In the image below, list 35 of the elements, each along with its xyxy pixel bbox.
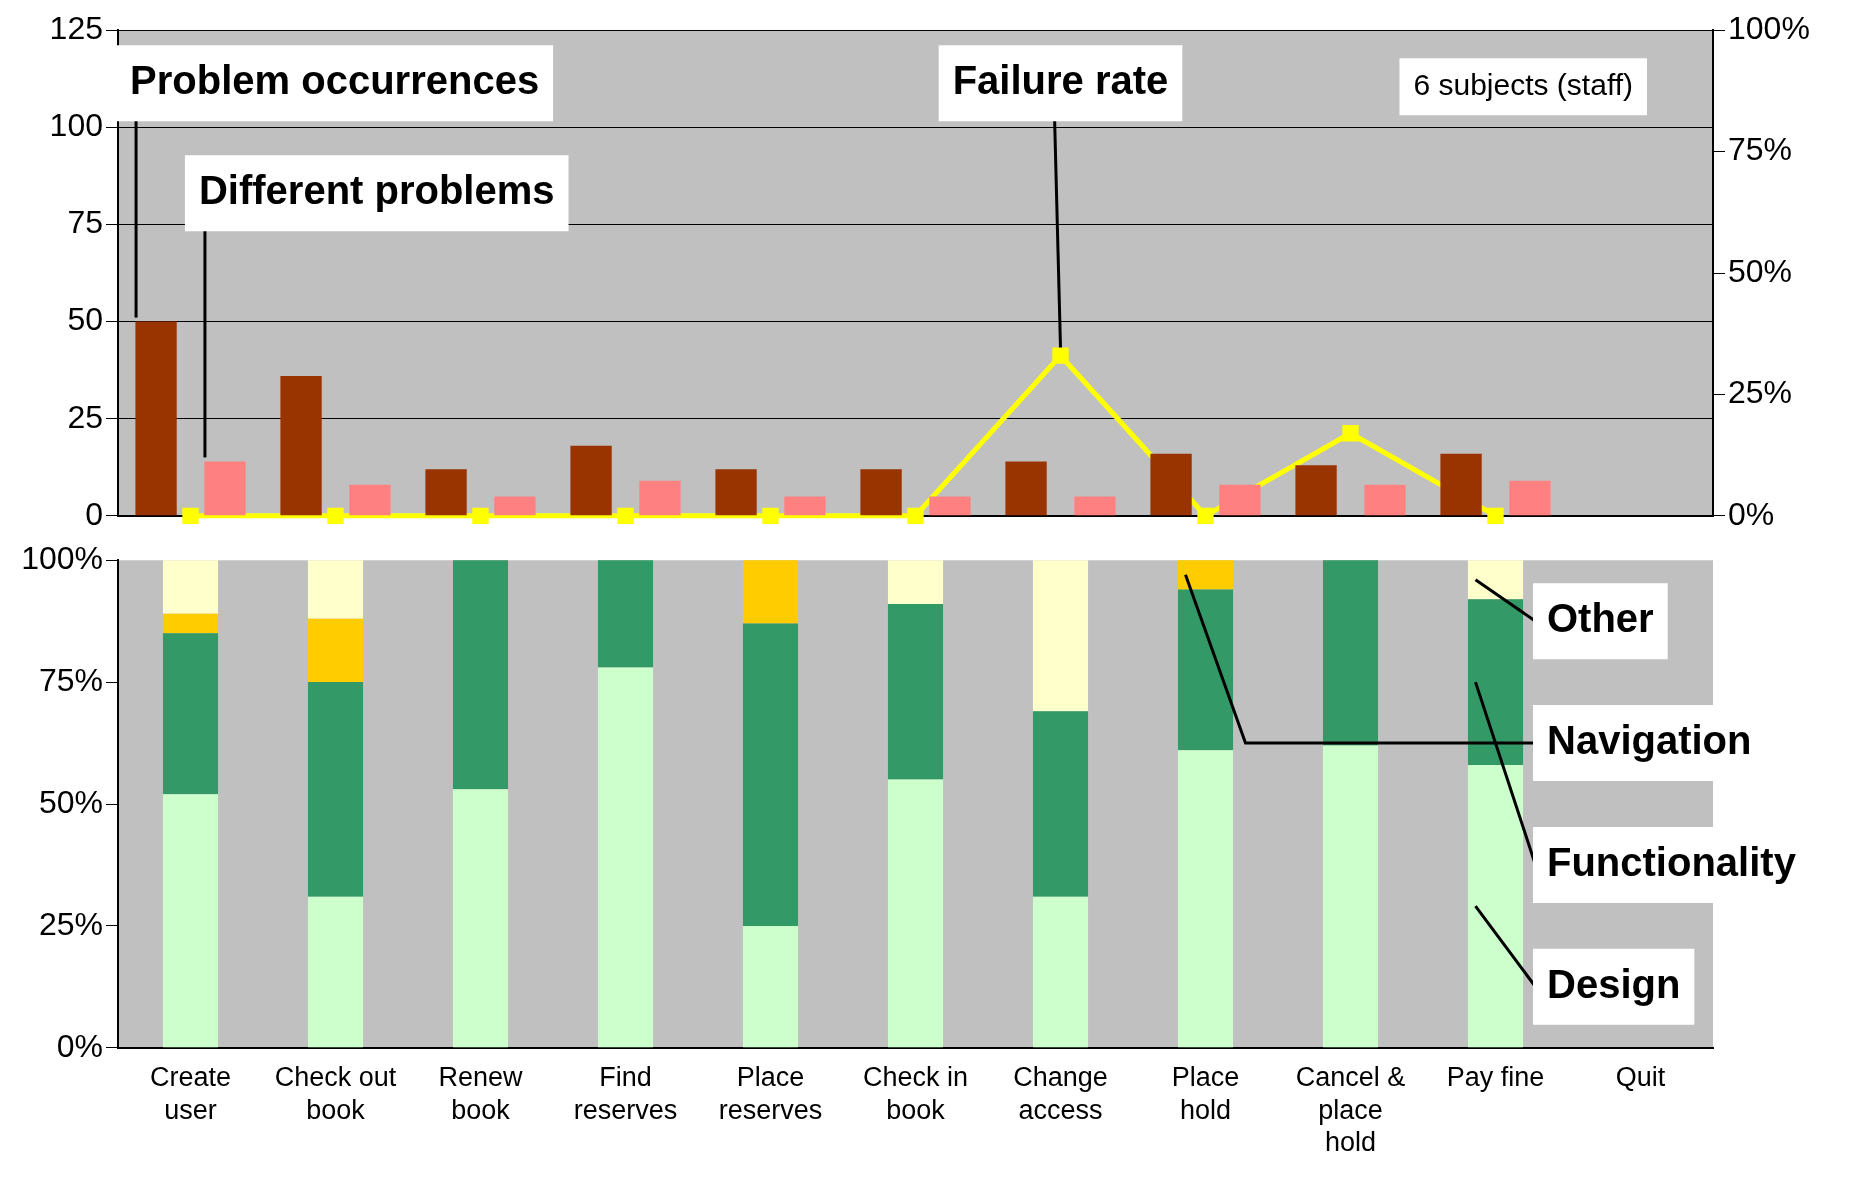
y-tick-label: 125 xyxy=(49,10,103,47)
x-tick-label: Check in book xyxy=(862,1062,969,1125)
y2-tick-label: 0% xyxy=(1728,495,1775,532)
text: Failure rate xyxy=(952,58,1169,103)
x-tick-label: Find reserves xyxy=(573,1062,678,1125)
y-tick-label: 50% xyxy=(38,783,103,820)
x-tick-label: Place hold xyxy=(1171,1062,1240,1125)
x-tick-label: Check out book xyxy=(274,1062,397,1125)
annotation: 6 subjects (staff) xyxy=(1413,67,1634,101)
y2-tick-label: 25% xyxy=(1728,374,1793,411)
x-tick-label: Pay fine xyxy=(1446,1062,1545,1093)
y-tick-label: 25 xyxy=(67,398,103,435)
y-tick-label: 0% xyxy=(56,1027,103,1064)
x-tick-label: Cancel & place hold xyxy=(1295,1062,1406,1158)
series-label: Other xyxy=(1547,596,1654,641)
text: Different problems xyxy=(198,168,555,213)
y-tick-label: 100% xyxy=(21,540,103,577)
y-tick-label: 75% xyxy=(38,661,103,698)
x-tick-label: Quit xyxy=(1615,1062,1666,1093)
y2-tick-label: 50% xyxy=(1728,252,1793,289)
x-tick-label: Create user xyxy=(149,1062,232,1125)
x-tick-label: Place reserves xyxy=(718,1062,823,1125)
y2-tick-label: 100% xyxy=(1728,10,1810,47)
y2-tick-label: 75% xyxy=(1728,131,1793,168)
series-label: Design xyxy=(1547,961,1681,1006)
y-tick-label: 100 xyxy=(49,107,103,144)
y-tick-label: 75 xyxy=(67,204,103,241)
series-label: Functionality xyxy=(1547,839,1797,884)
text: Navigation xyxy=(1547,718,1752,763)
x-tick-label: Renew book xyxy=(438,1062,524,1125)
y-tick-label: 0 xyxy=(85,495,103,532)
x-tick-label: Change access xyxy=(1013,1062,1108,1125)
text: Problem occurrences xyxy=(130,58,540,103)
y-tick-label: 25% xyxy=(38,905,103,942)
y-tick-label: 50 xyxy=(67,301,103,338)
